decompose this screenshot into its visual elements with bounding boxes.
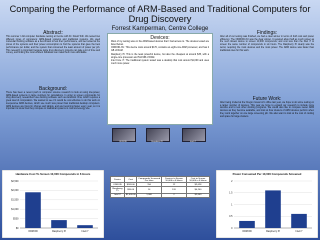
table-row: Intel i7 $1,000.00 1,000 2 $2,000 xyxy=(109,192,210,198)
table-cell: 1,000 xyxy=(136,192,162,198)
devices-text: ODROID-XU: This device costs around $170… xyxy=(111,47,209,53)
poster-author: Forrest Kamperman, Centre College xyxy=(111,26,209,32)
table-cell: $169.00 xyxy=(124,182,138,188)
x-tick-label: ODROID xyxy=(28,230,38,233)
bar xyxy=(265,190,281,228)
future-work-section: Future Work: After being invited at the … xyxy=(217,96,317,168)
bar xyxy=(77,225,93,228)
table-cell: Intel i7 xyxy=(109,192,126,198)
y-tick-label: $2,500 xyxy=(11,180,19,183)
bar xyxy=(25,192,41,228)
table-cell: 2 xyxy=(160,192,188,198)
bar xyxy=(291,213,307,228)
y-tick-label: 2 xyxy=(231,180,233,183)
table-row: ODROID $169.00 150 12 $2,028 xyxy=(109,182,210,188)
section-heading: Devices: xyxy=(150,35,170,41)
background-section: Background: There has been a recent push… xyxy=(3,86,103,168)
background-text: There has been a recent push in computer… xyxy=(6,92,100,111)
findings-section: Findings: After all of our testing was f… xyxy=(217,30,317,92)
y-tick-label: $1,000 xyxy=(11,208,19,211)
photo-caption: Raspberry Pi xyxy=(151,141,163,143)
y-tick-label: 1.5 xyxy=(229,192,233,195)
table-cell: $2,000 xyxy=(186,192,210,198)
devices-box: Devices: Most of my testing was on the A… xyxy=(107,33,213,125)
power-chart: Power Consumed Per 10,000 Compounds Scre… xyxy=(216,170,318,238)
devices-text: Raspberry Pi: This is the least powerful… xyxy=(111,53,209,59)
bar xyxy=(51,220,67,228)
y-tick-label: 0 xyxy=(231,227,233,230)
y-tick-label: $2,000 xyxy=(11,189,19,192)
y-tick-label: 0.5 xyxy=(229,215,233,218)
x-tick-label: Intel i7 xyxy=(295,230,303,233)
chart-title: Power Consumed Per 10,000 Compounds Scre… xyxy=(233,172,302,176)
results-table-wrap: Device Cost Compounds Screened Per Hour Dev… xyxy=(109,175,210,198)
table-row: Raspberry Pi $35.00 14 120 $4,200 xyxy=(109,186,210,194)
y-tick-label: 1 xyxy=(231,203,233,206)
device-photo xyxy=(112,128,136,142)
bar xyxy=(239,220,255,228)
x-tick-label: ODROID xyxy=(242,230,252,233)
table-cell: 12 xyxy=(160,182,188,188)
y-tick-label: $500 xyxy=(13,217,19,220)
x-tick-label: Intel i7 xyxy=(81,230,89,233)
table-cell: $2,028 xyxy=(186,182,210,188)
results-table: Device Cost Compounds Screened Per Hour Dev… xyxy=(109,175,210,198)
devices-text: Intel Core i7: The traditional system te… xyxy=(111,60,209,65)
findings-text: After all of our testing was finished, w… xyxy=(220,36,314,52)
section-heading: Abstract: xyxy=(43,30,63,36)
x-tick-label: Raspberry Pi xyxy=(52,230,66,233)
future-work-text: After being invited at the Oregon Govern… xyxy=(220,102,314,118)
chart-title: Hardware Cost To Screen 10,000 Compounds… xyxy=(16,172,91,176)
photo-caption: ODROID xyxy=(119,141,127,143)
device-photo xyxy=(182,128,206,142)
section-heading: Background: xyxy=(38,86,68,92)
y-tick-label: $0 xyxy=(16,227,19,230)
abstract-text: This summer I did computer hardware test… xyxy=(6,36,100,55)
y-tick-label: $1,500 xyxy=(11,199,19,202)
devices-text: Most of my testing was on the ARM-based … xyxy=(111,41,209,46)
abstract-section: Abstract: This summer I did computer har… xyxy=(3,30,103,85)
section-heading: Future Work: xyxy=(252,96,282,102)
section-heading: Findings: xyxy=(256,30,278,36)
table-cell: $1,000.00 xyxy=(124,192,138,198)
poster-title: Comparing the Performance of ARM-Based a… xyxy=(9,4,311,24)
x-tick-label: Raspberry Pi xyxy=(266,230,280,233)
photo-caption: Intel i7 xyxy=(190,141,196,143)
device-photo xyxy=(146,128,170,142)
cost-chart: Hardware Cost To Screen 10,000 Compounds… xyxy=(2,170,104,238)
